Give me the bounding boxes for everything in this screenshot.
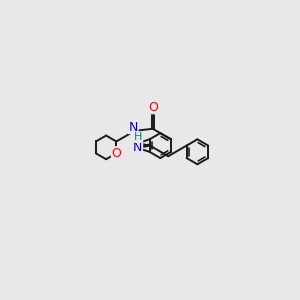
Text: O: O xyxy=(133,137,142,150)
Text: N: N xyxy=(129,121,138,134)
Text: H: H xyxy=(134,132,142,142)
Text: N: N xyxy=(133,142,142,154)
Text: O: O xyxy=(111,147,121,160)
Text: O: O xyxy=(148,101,158,114)
